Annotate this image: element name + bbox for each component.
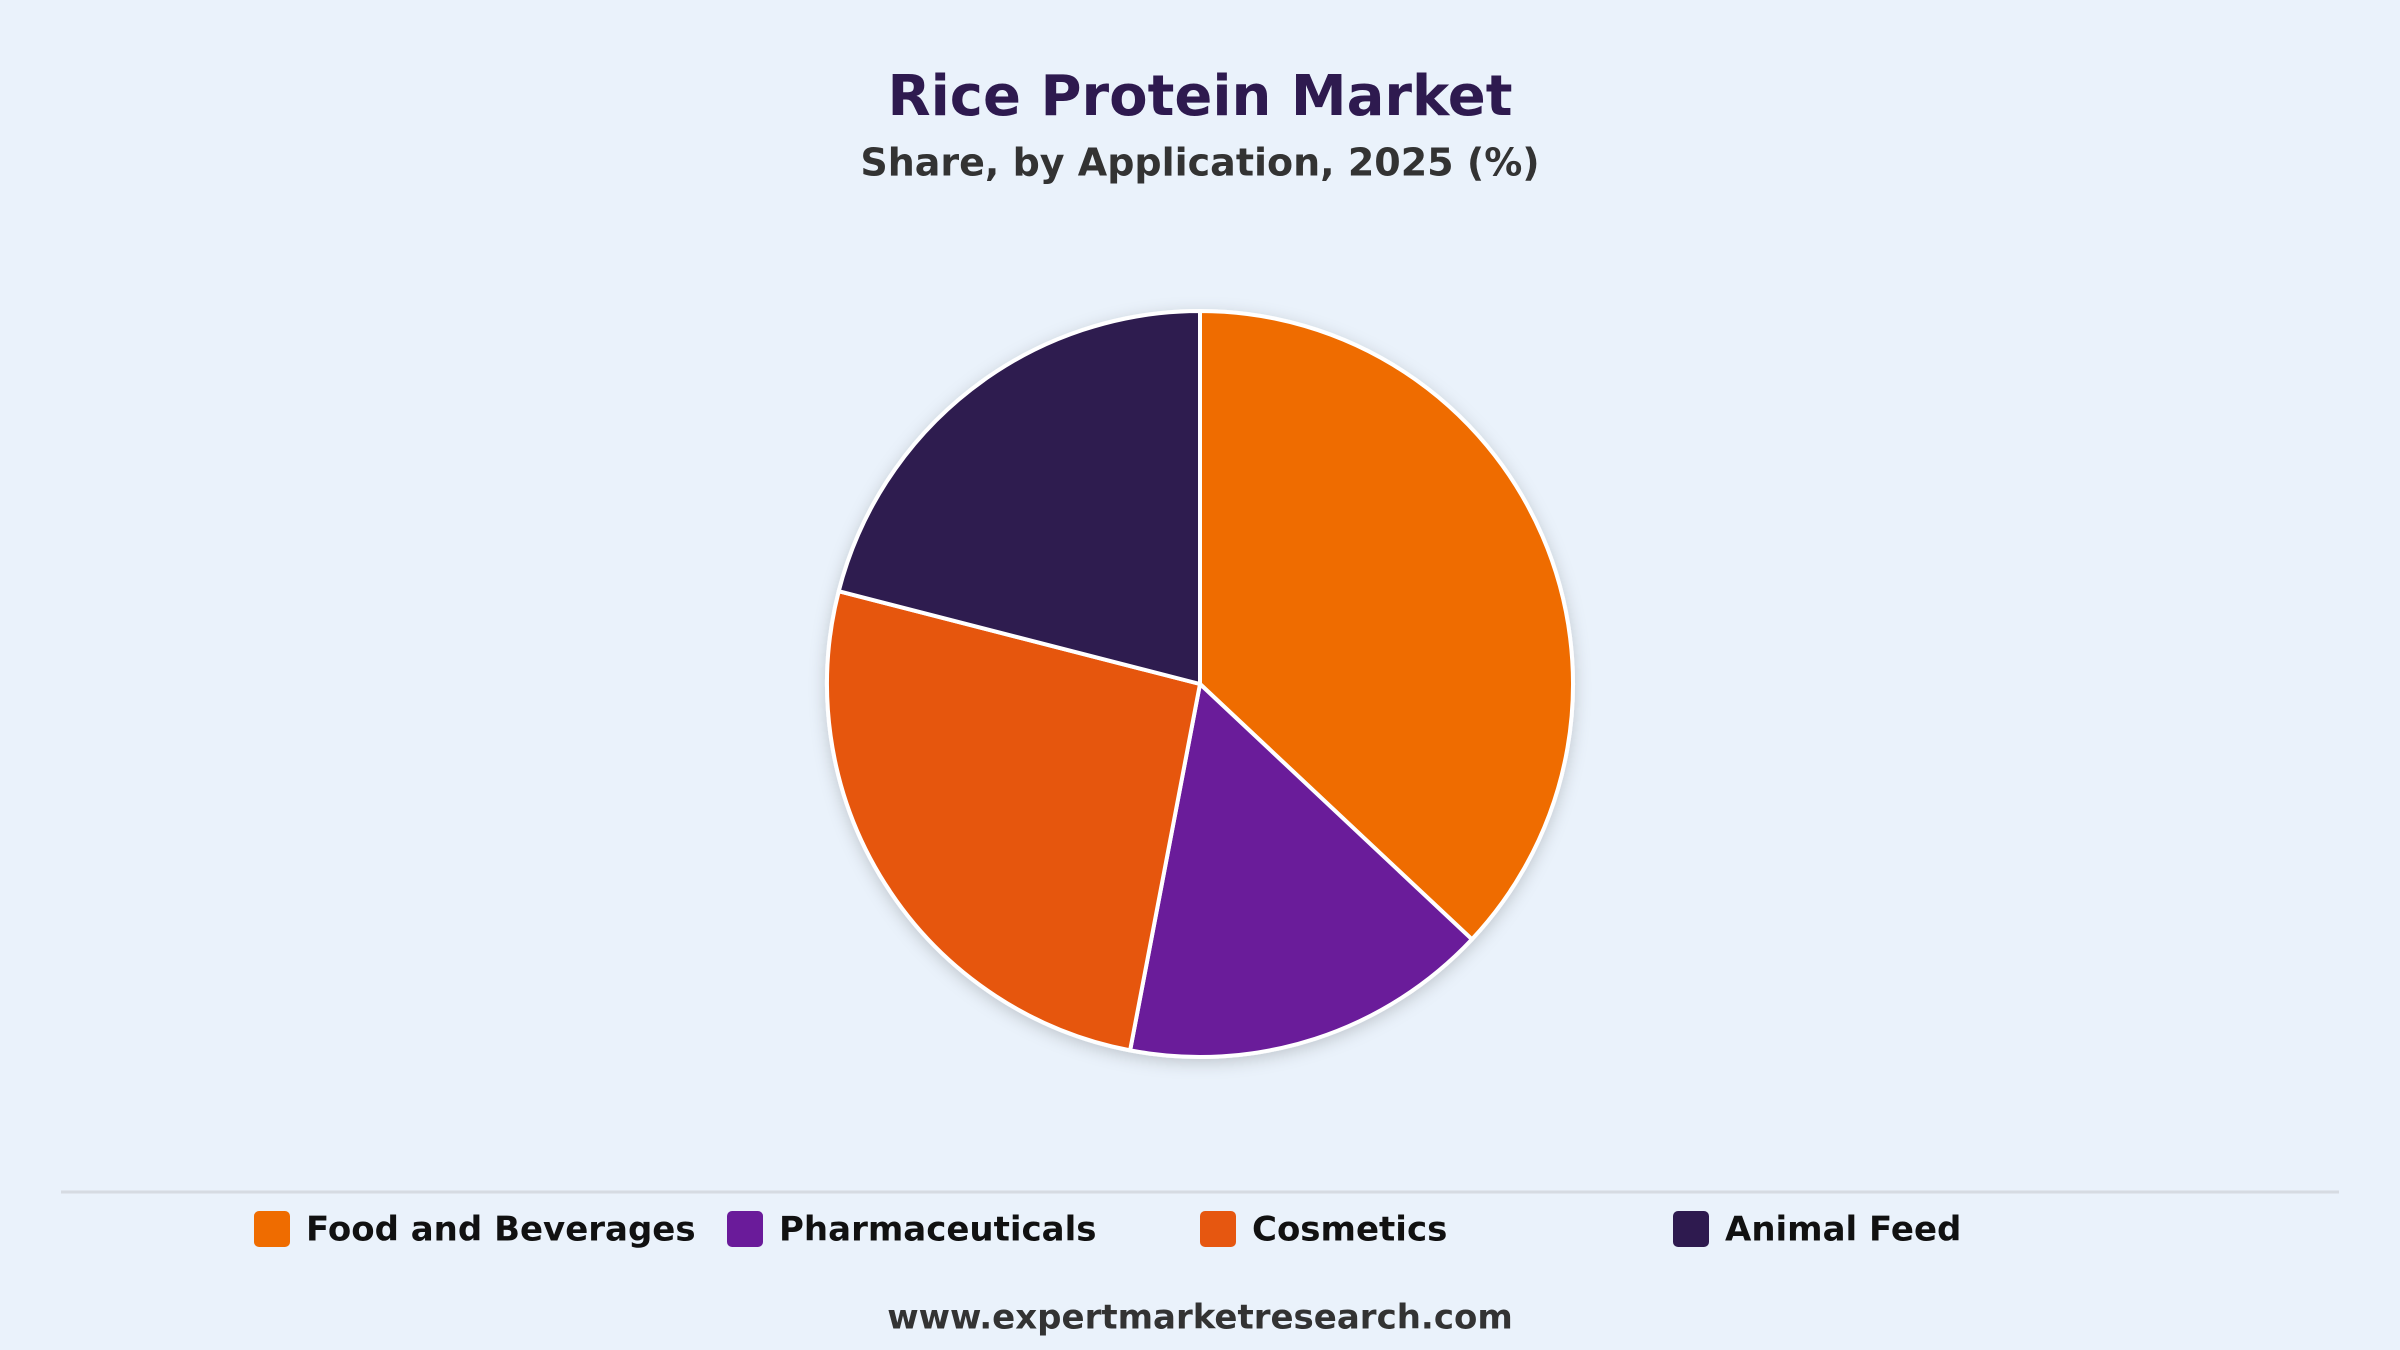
legend-swatch <box>727 1211 763 1247</box>
pie <box>825 309 1575 1059</box>
pie-slice <box>836 309 1202 686</box>
legend-label: Pharmaceuticals <box>779 1210 1097 1250</box>
legend-swatch <box>1200 1211 1236 1247</box>
legend: Food and Beverages Pharmaceuticals Cosmeti… <box>254 1210 1961 1250</box>
legend-label: Animal Feed <box>1725 1210 1961 1250</box>
chart-title: Rice Protein Market <box>887 64 1512 129</box>
chart-subtitle: Share, by Application, 2025 (%) <box>860 141 1539 185</box>
legend-swatch <box>254 1211 290 1247</box>
pie-slice <box>1198 309 1575 942</box>
legend-label: Food and Beverages <box>306 1210 696 1250</box>
pie-slice <box>825 589 1202 1053</box>
footer: www.expertmarketresearch.com <box>887 1298 1513 1338</box>
legend-swatch <box>1673 1211 1709 1247</box>
pie-slice <box>1128 682 1474 1059</box>
legend-label: Cosmetics <box>1252 1210 1447 1250</box>
